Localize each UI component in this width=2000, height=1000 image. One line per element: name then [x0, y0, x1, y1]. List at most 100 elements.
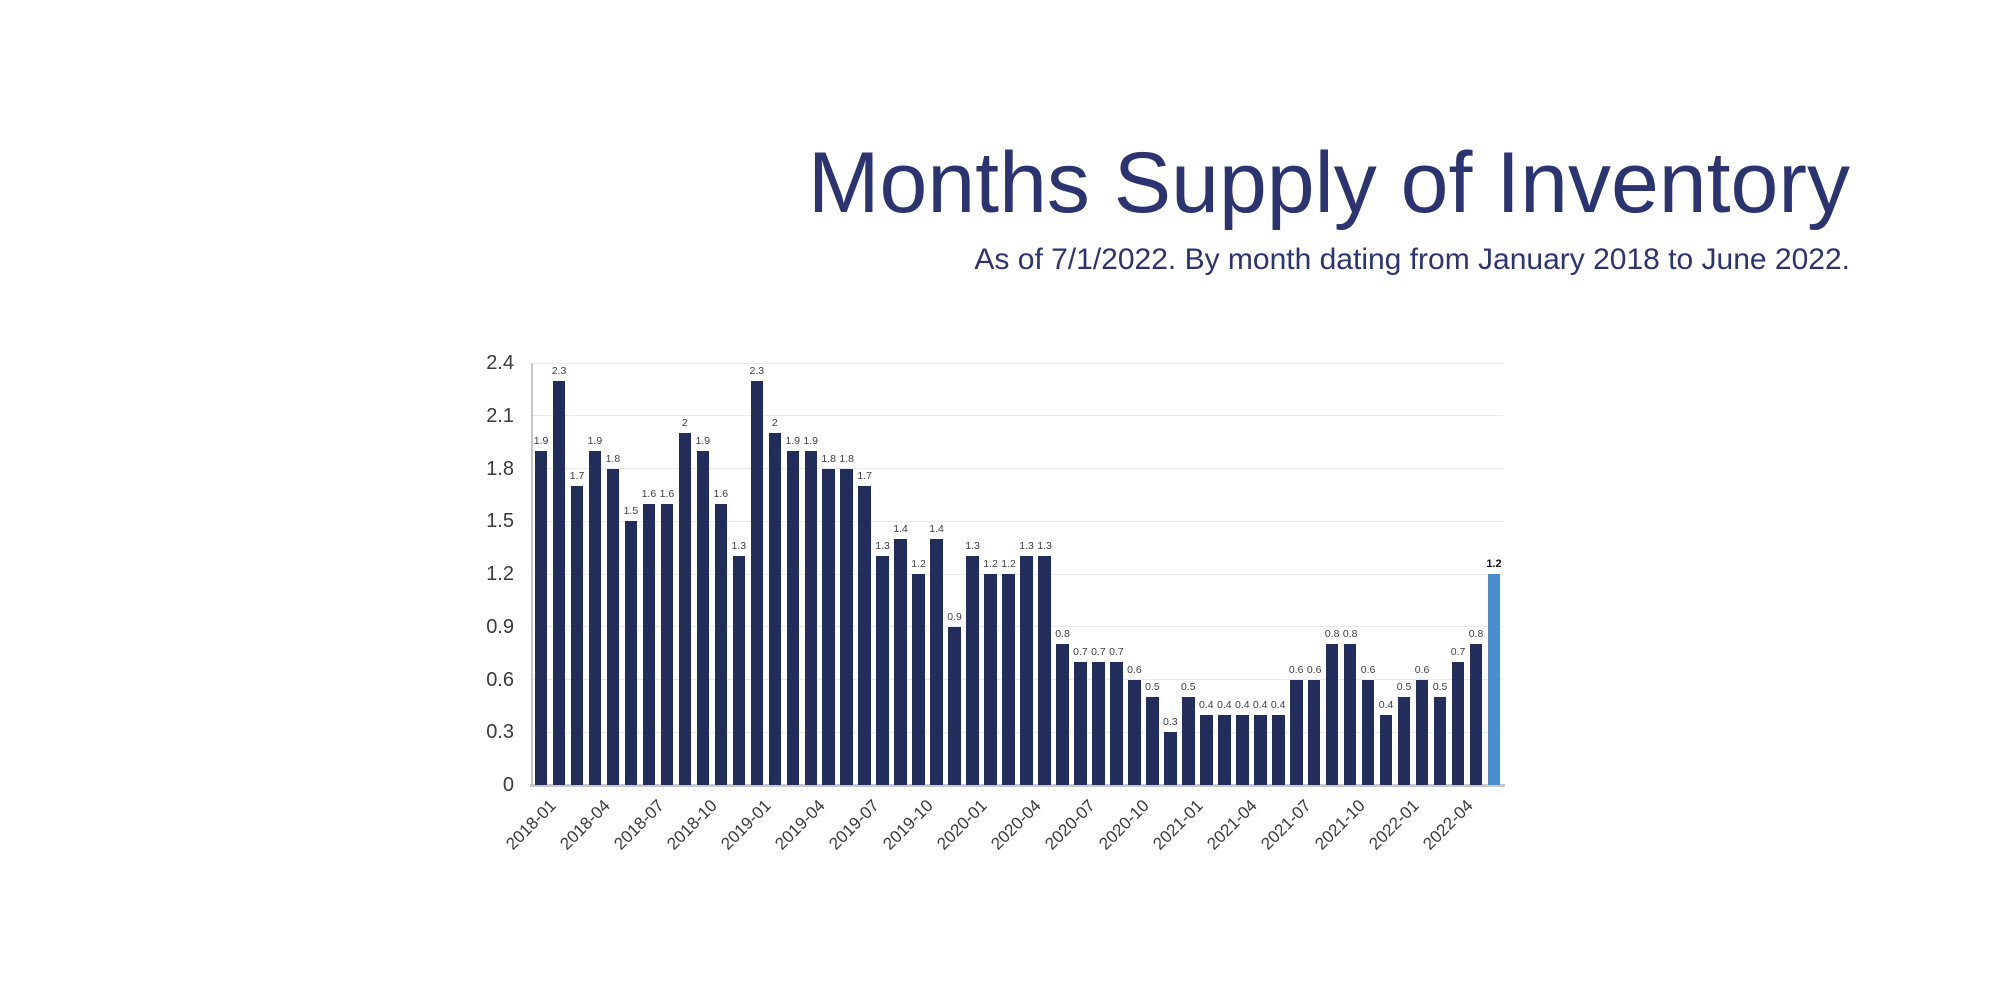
bar-value-label: 0.5: [1396, 681, 1412, 694]
bar: [1074, 661, 1087, 785]
bar-highlighted: [1487, 574, 1501, 785]
bar-value-label: 0.8: [1468, 628, 1484, 641]
x-axis-tick-text: 2019-07: [825, 796, 884, 854]
bar: [624, 521, 638, 786]
bar: [1128, 679, 1141, 785]
bar: [1325, 644, 1339, 785]
bar: [750, 380, 763, 785]
gridline: [532, 362, 1503, 364]
bar-value-label: 1.2: [1001, 558, 1016, 570]
bar: [714, 503, 728, 785]
bar-value-label: 1.6: [713, 487, 729, 500]
x-axis-tick-text: 2019-01: [717, 796, 776, 854]
bar: [1236, 714, 1249, 785]
gridline: [532, 573, 1503, 575]
bar: [966, 556, 979, 785]
y-axis-tick-label: 2.4: [486, 352, 514, 374]
bar: [1182, 697, 1195, 785]
bar-value-label: 1.9: [785, 434, 800, 447]
bar: [1397, 697, 1411, 785]
bar: [552, 380, 566, 785]
bar-value-label: 0.8: [1342, 628, 1358, 641]
bar-value-label: 0.9: [947, 610, 962, 623]
bar: [894, 538, 907, 785]
bar-value-label: 1.3: [1037, 540, 1052, 553]
bar: [1307, 679, 1321, 785]
x-axis-tick-text: 2021-07: [1257, 796, 1315, 854]
y-axis-tick-label: 1.5: [486, 510, 514, 533]
y-axis-tick-label: 0: [502, 774, 514, 796]
bar: [606, 468, 620, 785]
bar: [1290, 679, 1303, 785]
bar: [804, 450, 817, 785]
bar: [822, 468, 835, 785]
bar: [948, 626, 961, 786]
bar: [1164, 732, 1177, 786]
x-axis-tick-text: 2019-10: [879, 796, 938, 854]
bar-value-label: 1.2: [911, 558, 926, 570]
bar: [642, 503, 656, 785]
bar-value-label: 2: [771, 417, 778, 430]
bar-value-label: 1.6: [659, 487, 675, 500]
bar-value-label: 0.6: [1360, 663, 1376, 676]
x-axis-tick-text: 2022-01: [1364, 796, 1423, 854]
gridline: [532, 731, 1503, 733]
bar-value-label: 0.8: [1055, 628, 1070, 641]
bar: [1056, 644, 1069, 785]
bar-value-label: 1.9: [695, 434, 711, 447]
x-axis-line: [530, 784, 1505, 787]
gridline: [532, 415, 1503, 417]
bar-value-label: 0.6: [1127, 663, 1142, 676]
bar-value-label: 1.7: [569, 470, 585, 483]
bar-value-label: 0.4: [1378, 698, 1394, 711]
x-axis-tick-text: 2019-04: [771, 796, 830, 854]
bar-value-label: 1.7: [857, 470, 872, 483]
y-axis-tick-label: 2.1: [486, 404, 514, 427]
bar-value-label: 0.7: [1091, 645, 1106, 658]
bar-value-label: 0.8: [1324, 628, 1340, 641]
bar-value-label: 1.8: [605, 452, 621, 465]
bar-value-label: 1.3: [965, 540, 980, 553]
bar-value-label: 1.3: [731, 540, 747, 553]
bar: [1146, 697, 1159, 785]
x-axis-tick-text: 2021-10: [1311, 796, 1369, 854]
bar-value-label: 0.6: [1414, 663, 1430, 676]
bar: [1379, 714, 1393, 785]
bar: [876, 556, 889, 785]
bar: [1110, 661, 1123, 785]
bar-value-label: 1.8: [821, 452, 836, 465]
bar-value-label: 0.6: [1288, 663, 1304, 676]
bar: [1002, 574, 1015, 785]
x-axis-tick-text: 2018-07: [609, 796, 668, 854]
bar: [660, 503, 674, 785]
bar: [588, 450, 602, 785]
bar: [1038, 556, 1051, 785]
bar: [786, 450, 799, 785]
x-axis-tick-text: 2021-01: [1149, 796, 1207, 854]
bar: [1343, 644, 1357, 785]
bar: [1254, 714, 1267, 785]
bar-value-label: 0.3: [1162, 716, 1178, 729]
bar-value-label: 2.3: [551, 364, 567, 377]
bar-value-label: 0.7: [1450, 645, 1466, 658]
bar: [1415, 679, 1429, 785]
bar: [732, 556, 745, 785]
bar-value-label: 0.4: [1216, 698, 1232, 711]
gridline: [532, 468, 1503, 469]
bar-value-label: 0.5: [1180, 681, 1196, 694]
x-axis-tick-text: 2020-07: [1041, 796, 1099, 854]
bar-value-label: 0.4: [1252, 698, 1268, 711]
x-axis-tick-text: 2022-04: [1418, 796, 1477, 854]
bar: [1451, 661, 1465, 785]
gridline: [532, 626, 1503, 628]
x-axis-tick-text: 2018-10: [663, 796, 722, 854]
bar-value-label: 2: [681, 417, 688, 430]
y-axis-tick-label: 0.9: [486, 615, 514, 638]
x-axis-tick-text: 2018-01: [501, 796, 560, 854]
bar: [1218, 714, 1231, 785]
y-axis-tick-label: 1.2: [486, 563, 514, 585]
bar-value-label: 1.2: [1486, 558, 1502, 570]
bar: [1020, 556, 1033, 785]
bar: [534, 450, 548, 785]
